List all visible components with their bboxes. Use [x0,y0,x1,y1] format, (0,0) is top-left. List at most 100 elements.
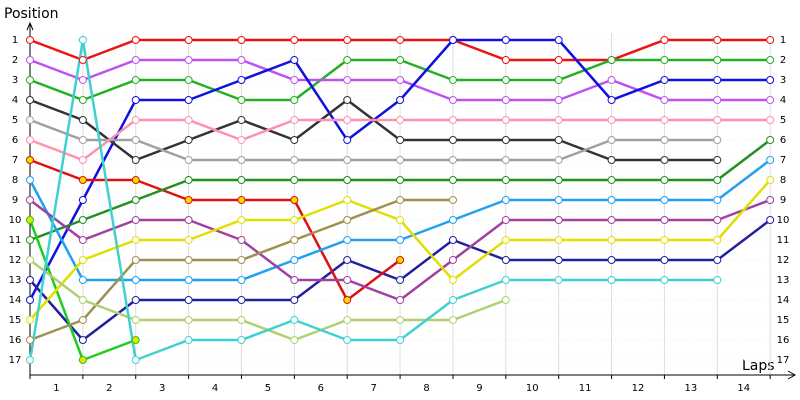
point [184,256,193,264]
point [26,236,34,244]
point [713,116,722,124]
point [237,96,246,104]
point [290,116,299,124]
point [501,216,510,224]
point [131,256,140,264]
y-tick-label: 7 [12,155,18,166]
point [660,56,669,64]
point [607,196,616,204]
point [501,256,510,264]
point [766,36,775,44]
y-tick-label-right: 6 [780,135,786,146]
point [184,136,193,144]
point [78,336,87,344]
x-axis-arrow [787,370,797,380]
point [26,196,34,204]
point [501,176,510,184]
point [343,116,352,124]
point [290,36,299,44]
point [290,136,299,144]
point [343,296,352,304]
point [131,296,140,304]
y-tick-label: 14 [9,295,22,306]
point [501,76,510,84]
x-tick-label: 3 [159,383,165,394]
point [501,96,510,104]
point [26,256,34,264]
point [396,36,405,44]
y-tick-label: 2 [12,55,18,66]
point [290,216,299,224]
point [184,56,193,64]
point [448,96,457,104]
y-tick-label-right: 7 [780,155,786,166]
x-tick-label: 6 [318,383,324,394]
point [660,236,669,244]
x-tick-label: 7 [370,383,376,394]
point [290,76,299,84]
y-tick-label: 9 [12,195,18,206]
point [501,56,510,64]
y-tick-label-right: 14 [777,295,790,306]
point [78,196,87,204]
y-tick-label-right: 15 [777,315,790,326]
point [660,276,669,284]
point [554,56,563,64]
point [660,136,669,144]
series-line [28,38,718,362]
point [554,36,563,44]
point [607,76,616,84]
point [396,76,405,84]
point [184,216,193,224]
point [26,136,34,144]
point [184,36,193,44]
point [343,36,352,44]
point [237,136,246,144]
point [713,196,722,204]
point [448,316,457,324]
point [78,56,87,64]
point [290,336,299,344]
point [343,96,352,104]
point [184,156,193,164]
point [660,156,669,164]
point [554,76,563,84]
y-tick-label: 8 [12,175,18,186]
point [554,236,563,244]
point [713,176,722,184]
point [290,276,299,284]
point [290,296,299,304]
point [184,176,193,184]
point [184,196,193,204]
point [501,236,510,244]
point [501,136,510,144]
point [396,236,405,244]
point [131,116,140,124]
point [448,176,457,184]
point [554,176,563,184]
point [290,56,299,64]
point [501,276,510,284]
point [554,156,563,164]
point [554,256,563,264]
point [554,116,563,124]
point [448,276,457,284]
point [448,76,457,84]
point [713,236,722,244]
point [237,276,246,284]
point [131,56,140,64]
point [237,216,246,224]
x-tick-label: 2 [106,383,112,394]
point [26,56,34,64]
point [501,296,510,304]
y-tick-label-right: 11 [777,235,790,246]
point [26,316,34,324]
point [131,276,140,284]
point [713,36,722,44]
point [396,196,405,204]
point [343,176,352,184]
x-tick-label: 1 [53,383,59,394]
point [501,116,510,124]
point [78,36,87,44]
point [78,356,87,364]
